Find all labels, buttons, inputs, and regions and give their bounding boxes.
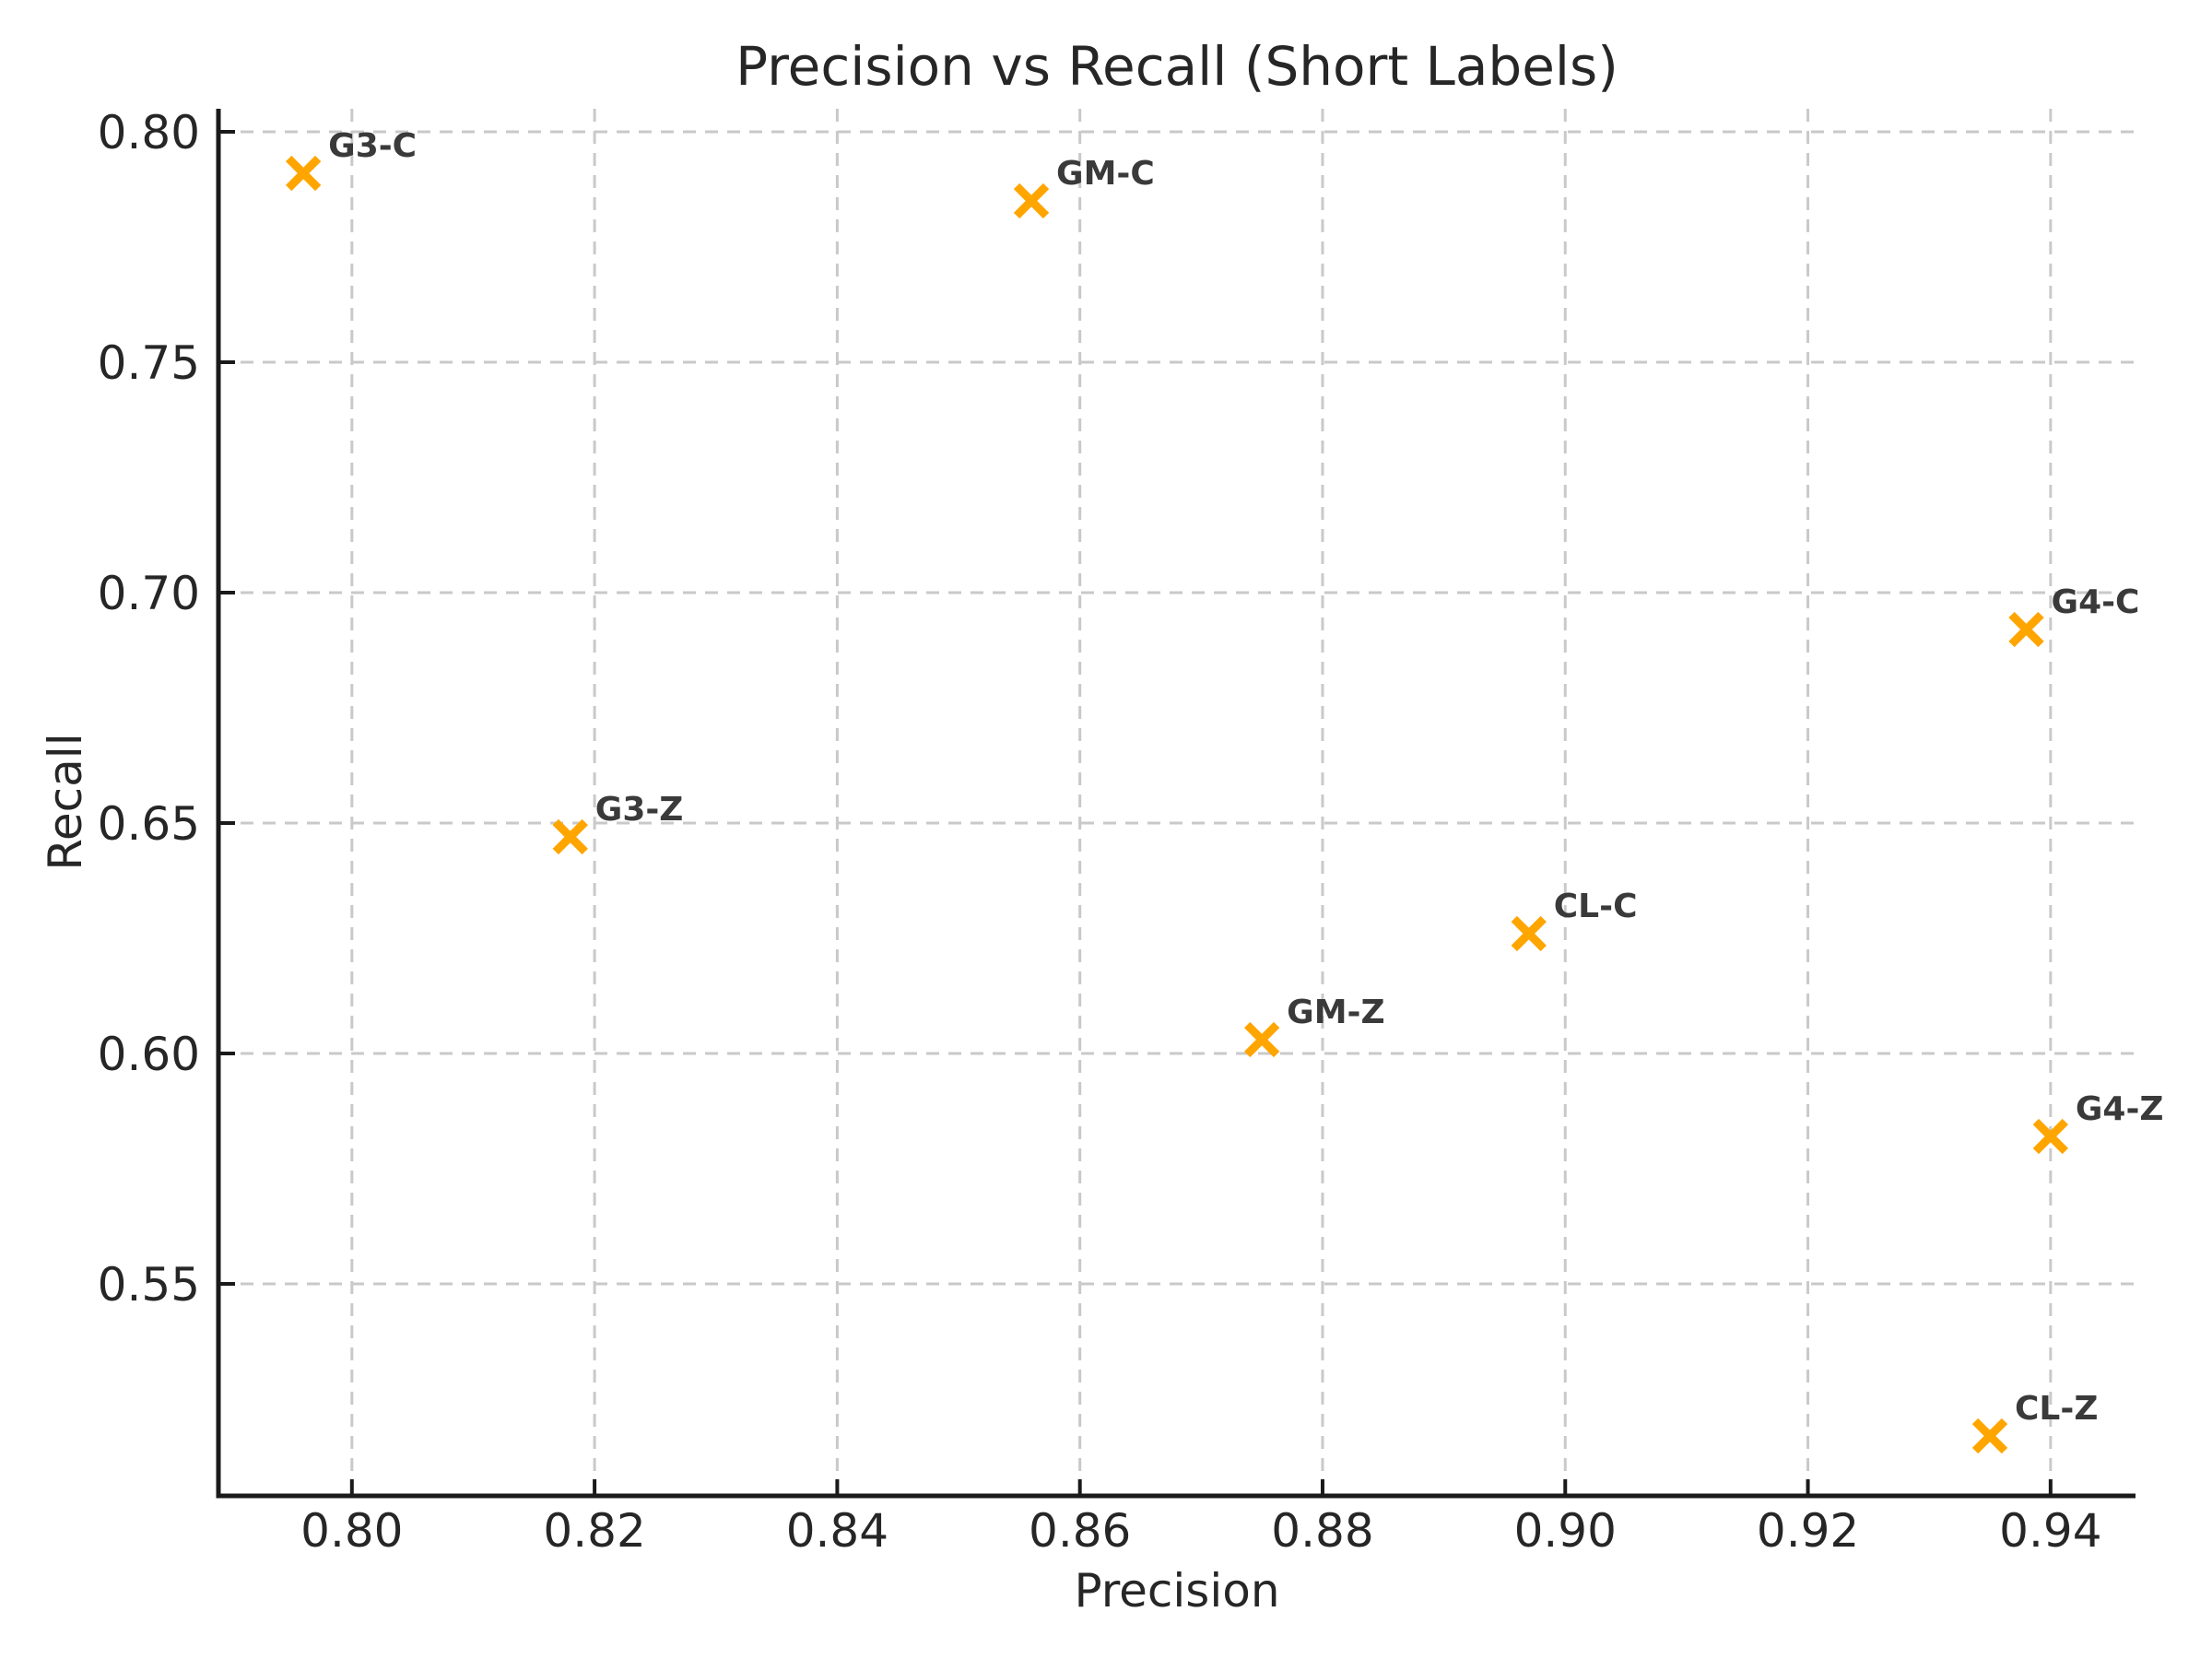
y-axis-label: Recall	[39, 733, 92, 870]
data-point-marker	[1511, 915, 1547, 952]
x-axis-label: Precision	[1074, 1564, 1279, 1618]
y-tick-label: 0.55	[98, 1258, 200, 1312]
data-point-label: G4-Z	[2076, 1090, 2164, 1128]
tick-label-layer: 0.80 0.82 0.84 0.86 0.88 0.90 0.92 0.94 0.55 0.60…	[98, 106, 2102, 1558]
data-point-label: GM-C	[1056, 155, 1155, 193]
point-label-layer: G3-C GM-C G4-C G3-Z CL-C GM-Z G4-Z CL-Z	[328, 127, 2163, 1428]
marker-layer	[285, 155, 2069, 1454]
data-point-marker	[285, 155, 322, 192]
x-tick-label: 0.86	[1029, 1504, 1131, 1558]
data-point-label: G4-C	[2052, 583, 2140, 621]
data-point-label: CL-Z	[2015, 1390, 2098, 1428]
data-point-label: CL-C	[1554, 888, 1638, 925]
axis-layer	[216, 109, 2136, 1499]
data-point-marker	[2008, 611, 2044, 648]
y-tick-label: 0.70	[98, 567, 200, 620]
data-point-label: G3-C	[328, 127, 417, 165]
data-point-marker	[1971, 1418, 2008, 1454]
x-tick-label: 0.80	[300, 1504, 403, 1558]
x-tick-label: 0.92	[1757, 1504, 1859, 1558]
data-point-label: GM-Z	[1287, 994, 1384, 1031]
chart-title: Precision vs Recall (Short Labels)	[735, 35, 1618, 98]
y-tick-label: 0.80	[98, 106, 200, 159]
x-tick-label: 0.94	[1999, 1504, 2101, 1558]
y-tick-label: 0.60	[98, 1028, 200, 1081]
data-point-marker	[552, 818, 588, 855]
y-tick-label: 0.75	[98, 336, 200, 390]
x-tick-label: 0.90	[1514, 1504, 1617, 1558]
data-point-marker	[1243, 1021, 1280, 1058]
x-tick-label: 0.88	[1271, 1504, 1373, 1558]
y-tick-label: 0.65	[98, 797, 200, 851]
data-point-marker	[2032, 1118, 2069, 1155]
data-point-marker	[1013, 182, 1050, 219]
x-tick-label: 0.82	[543, 1504, 645, 1558]
grid-layer	[218, 109, 2136, 1496]
data-point-label: G3-Z	[595, 791, 684, 829]
x-tick-label: 0.84	[786, 1504, 888, 1558]
